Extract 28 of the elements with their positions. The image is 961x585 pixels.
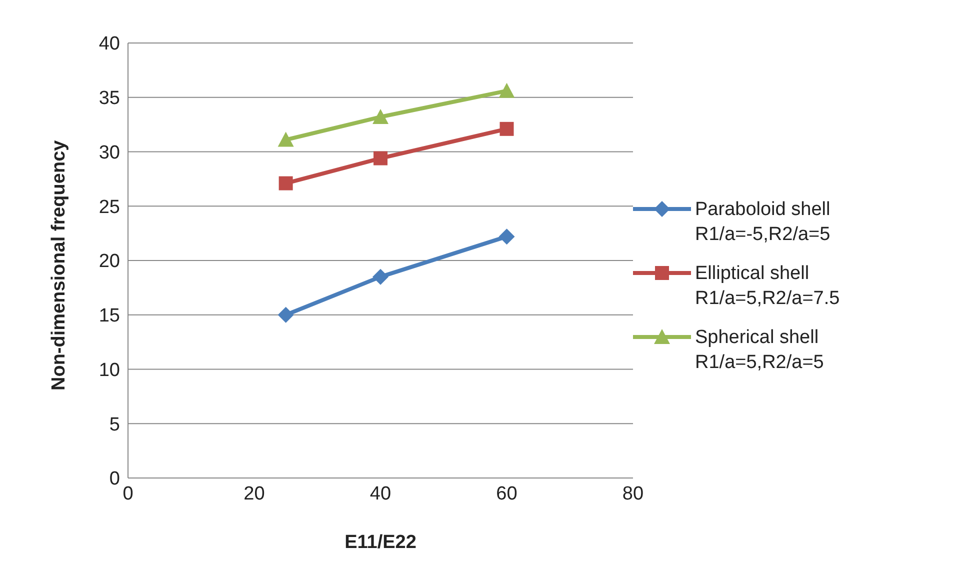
x-tick-label: 0 (122, 483, 134, 504)
x-tick-label: 60 (496, 483, 518, 504)
y-tick-label: 40 (98, 34, 120, 55)
x-tick-label: 40 (370, 483, 392, 504)
legend-label: Paraboloid shell R1/a=-5,R2/a=5 (695, 198, 832, 247)
legend-label: Spherical shell R1/a=5,R2/a=5 (695, 326, 825, 375)
point (278, 176, 293, 190)
point (374, 151, 388, 166)
y-tick-label: 30 (98, 142, 120, 164)
point (498, 82, 515, 98)
x-axis-title: E11/E22 (344, 532, 416, 553)
point (278, 132, 294, 147)
y-tick-label: 20 (98, 251, 120, 272)
x-tick-label: 20 (244, 483, 265, 504)
point (278, 306, 294, 323)
y-tick-label: 10 (98, 360, 120, 381)
y-tick-label: 25 (98, 196, 120, 218)
point (498, 228, 515, 245)
x-tick-label: 80 (622, 483, 644, 504)
legend-label: Elliptical shell R1/a=5,R2/a=7.5 (695, 262, 841, 311)
y-tick-label: 0 (109, 468, 120, 490)
y-axis-title: Non-dimensional frequency (48, 140, 70, 390)
point (372, 268, 388, 285)
y-tick-label: 15 (98, 306, 120, 327)
point (500, 122, 514, 136)
y-tick-label: 5 (109, 414, 120, 436)
point (372, 108, 388, 124)
y-tick-label: 35 (98, 88, 120, 110)
